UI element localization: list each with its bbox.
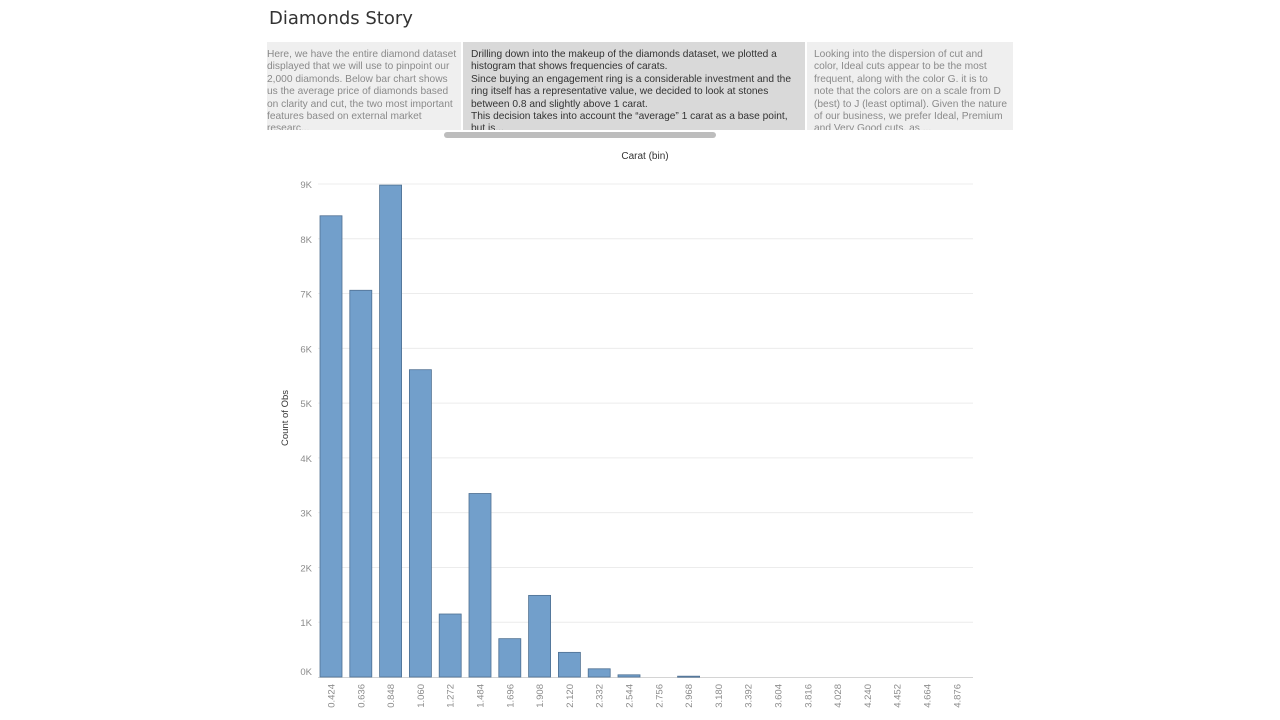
y-tick-label: 5K (300, 399, 312, 410)
histogram-bar[interactable] (677, 675, 700, 678)
x-tick-label: 4.028 (833, 684, 844, 708)
y-tick-label: 3K (300, 509, 312, 520)
story-point-2-selected[interactable]: Drilling down into the makeup of the dia… (463, 42, 805, 130)
x-tick-label: 2.756 (654, 684, 665, 708)
y-tick-label: 4K (300, 454, 312, 465)
x-tick-label: 1.484 (476, 684, 487, 708)
y-tick-label: 7K (300, 290, 312, 301)
story-point-caption: Drilling down into the makeup of the dia… (471, 49, 791, 130)
x-axis-ticks: 0.424 0.636 0.848 1.060 1.272 1.484 1.696 1.908… (327, 684, 964, 708)
x-tick-label: 1.060 (416, 684, 427, 708)
story-navigator: Here, we have the entire diamond dataset… (267, 42, 1013, 130)
histogram-bar[interactable] (587, 668, 611, 678)
story-point-caption: Looking into the dispersion of cut and c… (814, 49, 1008, 130)
histogram-bar[interactable] (468, 493, 492, 678)
histogram-bar[interactable] (438, 613, 462, 678)
x-tick-label: 4.664 (923, 684, 934, 708)
x-tick-label: 1.272 (446, 684, 457, 708)
story-point-3[interactable]: Looking into the dispersion of cut and c… (807, 42, 1013, 130)
x-tick-label: 2.120 (565, 684, 576, 708)
dashboard-title: Diamonds Story (269, 8, 413, 29)
histogram-bar[interactable] (528, 594, 551, 678)
y-tick-label: 2K (300, 563, 312, 574)
bars (319, 184, 700, 678)
y-tick-label: 0K (300, 667, 312, 678)
y-tick-label: 1K (300, 618, 312, 629)
story-navigator-scrollbar[interactable] (444, 132, 716, 138)
histogram-bar[interactable] (498, 638, 522, 678)
x-tick-label: 3.392 (744, 684, 755, 708)
histogram-bar[interactable] (319, 215, 343, 678)
x-axis-title: Carat (bin) (621, 151, 668, 162)
x-tick-label: 3.180 (714, 684, 725, 708)
y-axis-title: Count of Obs (280, 390, 291, 446)
x-tick-label: 1.908 (535, 684, 546, 708)
x-tick-label: 4.876 (952, 684, 963, 708)
story-point-1[interactable]: Here, we have the entire diamond dataset… (267, 42, 461, 130)
x-tick-label: 2.332 (595, 684, 606, 708)
y-tick-label: 8K (300, 235, 312, 246)
y-tick-label: 6K (300, 344, 312, 355)
y-tick-label: 9K (300, 180, 312, 191)
histogram-bar[interactable] (617, 674, 641, 678)
x-tick-label: 2.968 (684, 684, 695, 708)
x-tick-label: 4.452 (893, 684, 904, 708)
x-tick-label: 0.424 (327, 684, 338, 708)
x-tick-label: 0.848 (386, 684, 397, 708)
story-point-caption: Here, we have the entire diamond dataset… (267, 49, 457, 130)
x-tick-label: 1.696 (505, 684, 516, 708)
histogram-bar[interactable] (408, 369, 432, 678)
x-tick-label: 4.240 (863, 684, 874, 708)
histogram-bar[interactable] (558, 651, 581, 678)
y-axis-ticks: 0K 1K 2K 3K 4K 5K 6K 7K 8K 9K (300, 180, 312, 678)
x-tick-label: 0.636 (356, 684, 367, 708)
x-tick-label: 3.816 (803, 684, 814, 708)
x-tick-label: 3.604 (774, 684, 785, 708)
histogram-bar[interactable] (379, 184, 403, 678)
histogram-bar[interactable] (349, 289, 373, 678)
x-tick-label: 2.544 (625, 684, 636, 708)
